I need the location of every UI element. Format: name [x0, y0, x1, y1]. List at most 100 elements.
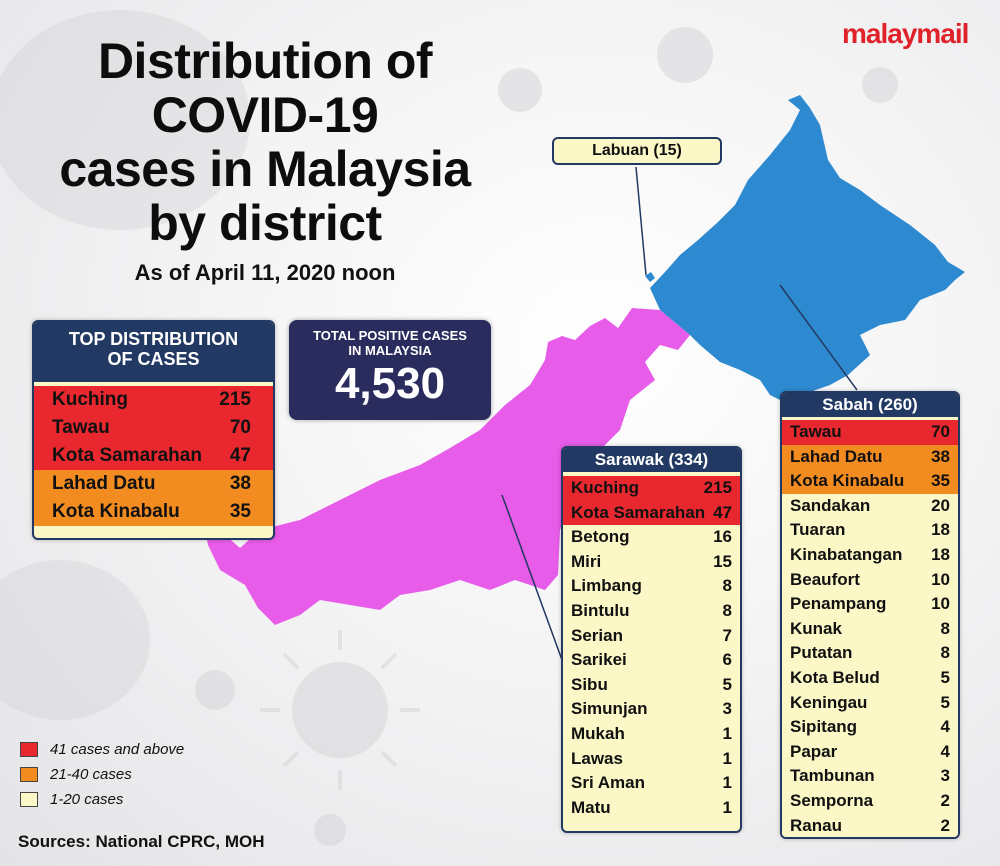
sources-note: Sources: National CPRC, MOH — [18, 832, 265, 851]
district-row: Semporna 2 — [782, 788, 958, 814]
district-cases: 1 — [722, 723, 732, 743]
total-cases-panel: TOTAL POSITIVE CASES IN MALAYSIA 4,530 — [289, 320, 491, 420]
district-row: Simunjan 3 — [563, 697, 740, 722]
district-name: Semporna — [790, 790, 874, 810]
district-row: Limbang 8 — [563, 574, 740, 599]
district-cases: 35 — [931, 471, 950, 491]
district-cases: 5 — [940, 667, 950, 687]
district-cases: 70 — [931, 422, 950, 441]
district-name: Tambunan — [790, 766, 875, 786]
district-name: Kuching — [52, 389, 128, 410]
district-cases: 38 — [229, 473, 251, 494]
legend-label: 21-40 cases — [50, 766, 132, 783]
district-name: Papar — [790, 741, 838, 761]
district-cases: 18 — [931, 544, 950, 564]
district-cases: 2 — [940, 790, 950, 810]
district-name: Keningau — [790, 692, 868, 712]
district-row: Lahad Datu 38 — [34, 470, 273, 498]
district-name: Kota Kinabalu — [790, 471, 905, 491]
district-name: Lahad Datu — [52, 473, 156, 494]
title-line: cases in Malaysia — [59, 141, 471, 197]
district-row: Tawau 70 — [34, 414, 273, 442]
district-name: Sarikei — [571, 650, 627, 670]
district-row: Sibu 5 — [563, 672, 740, 698]
sabah-panel: Sabah (260) Tawau 70 Lahad Datu 38 Kota Kina… — [780, 391, 960, 839]
legend: 41 cases and above 21-40 cases 1-20 cases — [20, 737, 184, 812]
district-name: Sandakan — [790, 495, 871, 515]
district-row: Kuching 215 — [563, 476, 740, 501]
district-cases: 6 — [722, 650, 732, 670]
district-cases: 20 — [931, 495, 950, 515]
header-line: TOP DISTRIBUTION — [68, 329, 239, 349]
district-row: Matu 1 — [563, 795, 740, 821]
district-row: Kota Samarahan 47 — [34, 442, 273, 470]
district-cases: 38 — [931, 446, 950, 466]
district-name: Lawas — [571, 748, 623, 768]
district-row: Lawas 1 — [563, 746, 740, 772]
district-name: Sri Aman — [571, 773, 646, 793]
district-cases: 10 — [931, 569, 950, 589]
district-row: Ranau 2 — [782, 813, 958, 837]
district-name: Putatan — [790, 643, 853, 663]
district-cases: 4 — [940, 717, 950, 737]
district-name: Tuaran — [790, 520, 846, 540]
district-name: Sipitang — [790, 717, 858, 737]
district-name: Kunak — [790, 618, 842, 638]
total-value: 4,530 — [334, 359, 446, 408]
district-row: Serian 7 — [563, 623, 740, 649]
district-row: Kuching 215 — [34, 386, 273, 414]
legend-label: 1-20 cases — [50, 791, 124, 808]
malaymail-logo: malaymail — [842, 18, 969, 49]
district-row: Tambunan 3 — [782, 764, 958, 789]
district-cases: 15 — [713, 551, 732, 571]
sabah-region — [650, 95, 965, 400]
district-name: Ranau — [790, 815, 842, 835]
district-row: Tuaran 18 — [782, 518, 958, 543]
total-label-line: TOTAL POSITIVE CASES — [313, 328, 467, 343]
sarawak-pointer-line — [501, 494, 563, 661]
legend-swatch — [20, 767, 38, 782]
sarawak-rows: Kuching 215 Kota Samarahan 47 Betong 16 Miri 15… — [563, 472, 740, 821]
district-cases: 47 — [229, 445, 251, 466]
district-name: Kota Samarahan — [571, 502, 706, 522]
labuan-callout: Labuan (15) — [552, 137, 722, 165]
legend-item: 1-20 cases — [20, 787, 184, 812]
sabah-header: Sabah (260) — [782, 393, 958, 417]
district-row: Sri Aman 1 — [563, 771, 740, 796]
district-cases: 10 — [931, 594, 950, 614]
district-row: Tawau 70 — [782, 420, 958, 445]
top-distribution-header: TOP DISTRIBUTION OF CASES — [34, 322, 273, 382]
district-row: Papar 4 — [782, 739, 958, 765]
district-row: Kota Kinabalu 35 — [782, 469, 958, 494]
district-cases: 215 — [703, 478, 732, 497]
district-cases: 4 — [940, 741, 950, 761]
sarawak-header: Sarawak (334) — [563, 448, 740, 472]
district-name: Matu — [571, 797, 611, 817]
district-row: Kinabatangan 18 — [782, 542, 958, 568]
district-cases: 16 — [713, 527, 732, 547]
title-line: COVID-19 — [151, 87, 379, 143]
district-cases: 2 — [940, 815, 950, 835]
district-name: Kuching — [571, 478, 639, 497]
labuan-island — [645, 272, 655, 282]
district-name: Bintulu — [571, 600, 630, 620]
sabah-pointer-line — [779, 284, 858, 391]
district-row: Betong 16 — [563, 525, 740, 550]
district-cases: 215 — [219, 389, 251, 410]
district-row: Lahad Datu 38 — [782, 444, 958, 470]
sabah-rows: Tawau 70 Lahad Datu 38 Kota Kinabalu 35 Sandak… — [782, 417, 958, 837]
district-cases: 18 — [931, 520, 950, 540]
district-cases: 8 — [722, 600, 732, 620]
top-distribution-panel: TOP DISTRIBUTION OF CASES Kuching 215 Tawa… — [32, 320, 275, 540]
district-row: Bintulu 8 — [563, 598, 740, 624]
sarawak-panel: Sarawak (334) Kuching 215 Kota Samarahan 47… — [561, 446, 742, 833]
total-label: TOTAL POSITIVE CASES IN MALAYSIA — [289, 320, 491, 358]
legend-swatch — [20, 742, 38, 757]
header-line: OF CASES — [107, 349, 200, 369]
district-row: Sarikei 6 — [563, 648, 740, 673]
district-cases: 8 — [940, 643, 950, 663]
district-name: Penampang — [790, 594, 887, 614]
district-row: Kota Kinabalu 35 — [34, 498, 273, 526]
district-name: Simunjan — [571, 699, 648, 719]
district-name: Mukah — [571, 723, 625, 743]
